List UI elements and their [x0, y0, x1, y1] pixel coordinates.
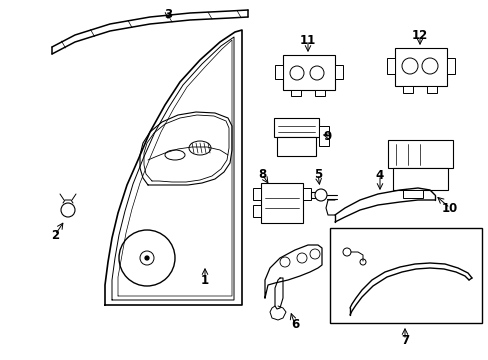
- Text: 9: 9: [323, 130, 331, 143]
- Text: 6: 6: [290, 319, 299, 332]
- Text: 8: 8: [257, 167, 265, 180]
- Bar: [290, 90, 301, 96]
- Bar: [392, 167, 447, 190]
- Bar: [303, 188, 310, 200]
- Text: 4: 4: [375, 168, 384, 181]
- Bar: [261, 183, 303, 223]
- Text: 12: 12: [411, 28, 427, 41]
- Bar: [329, 228, 481, 323]
- Bar: [402, 86, 412, 93]
- Text: 10: 10: [441, 202, 457, 215]
- Bar: [394, 48, 446, 86]
- Bar: [273, 118, 318, 137]
- Text: 11: 11: [299, 33, 315, 46]
- Text: 3: 3: [163, 8, 172, 21]
- Bar: [318, 126, 328, 146]
- Bar: [334, 65, 342, 79]
- Bar: [387, 140, 452, 167]
- Circle shape: [145, 256, 149, 260]
- Text: 1: 1: [201, 274, 209, 287]
- Bar: [402, 190, 422, 198]
- Bar: [283, 55, 334, 90]
- Bar: [446, 58, 454, 74]
- Bar: [274, 65, 283, 79]
- Bar: [252, 188, 261, 200]
- Text: 5: 5: [313, 167, 322, 180]
- Bar: [314, 90, 325, 96]
- Text: 2: 2: [51, 229, 59, 242]
- Bar: [386, 58, 394, 74]
- Bar: [276, 137, 315, 156]
- Text: 7: 7: [400, 333, 408, 346]
- Bar: [252, 205, 261, 217]
- Bar: [426, 86, 436, 93]
